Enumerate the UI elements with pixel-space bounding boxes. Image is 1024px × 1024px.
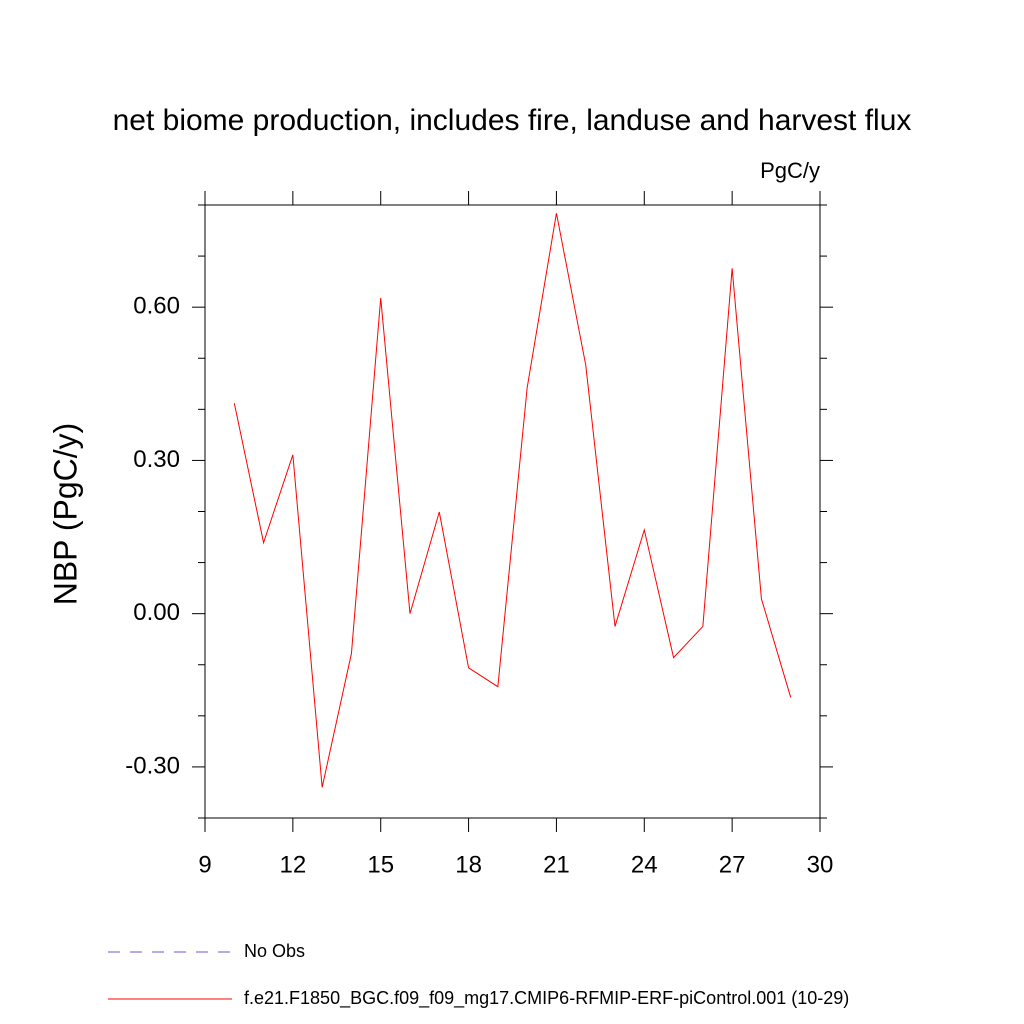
x-tick-label: 15	[367, 851, 394, 878]
plot-frame	[204, 204, 821, 819]
y-tick-label: -0.30	[125, 752, 180, 779]
y-tick-label: 0.30	[133, 446, 180, 473]
x-tick-label: 24	[631, 851, 658, 878]
y-tick-label: 0.60	[133, 293, 180, 320]
legend-label: f.e21.F1850_BGC.f09_f09_mg17.CMIP6-RFMIP…	[244, 988, 849, 1009]
y-axis-label: NBP (PgC/y)	[47, 423, 83, 606]
x-tick-label: 27	[719, 851, 746, 878]
x-tick-label: 9	[198, 851, 211, 878]
x-tick-label: 30	[807, 851, 834, 878]
x-tick-label: 21	[543, 851, 570, 878]
x-tick-label: 12	[280, 851, 307, 878]
y-tick-label: 0.00	[133, 599, 180, 626]
units-label: PgC/y	[760, 158, 820, 183]
legend-label: No Obs	[244, 941, 305, 961]
data-line	[233, 213, 792, 788]
x-tick-label: 18	[455, 851, 482, 878]
chart-title: net biome production, includes fire, lan…	[113, 104, 912, 137]
